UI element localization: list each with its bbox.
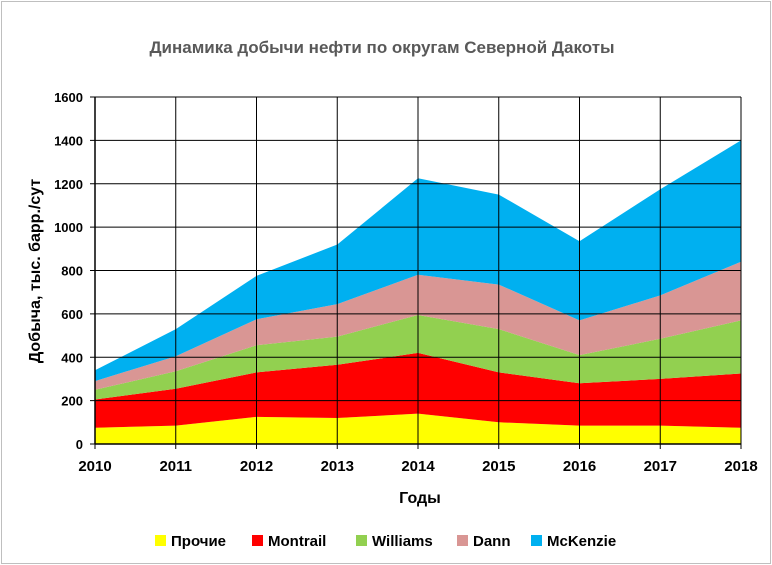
legend-swatch-2 (356, 535, 367, 546)
y-tick-label-1: 200 (61, 394, 83, 409)
legend: Прочие Montrail Williams Dann McKenzie (155, 533, 616, 550)
y-tick-label-8: 1600 (54, 90, 83, 105)
x-tick-label-0: 2010 (78, 458, 111, 475)
chart-title: Динамика добычи нефти по округам Северно… (149, 38, 614, 57)
y-tick-label-5: 1000 (54, 220, 83, 235)
x-tick-label-3: 2013 (321, 458, 354, 475)
x-axis-label: Годы (399, 490, 441, 507)
grid (95, 96, 742, 444)
x-tick-label-1: 2011 (159, 458, 192, 475)
x-tick-label-7: 2017 (644, 458, 677, 475)
y-tick-label-2: 400 (61, 350, 83, 365)
y-tick-label-7: 1400 (54, 133, 83, 148)
x-tick-label-8: 2018 (724, 458, 757, 475)
x-tick-labels: 2010 2011 2012 2013 2014 2015 2016 2017 2018 (78, 458, 757, 475)
y-tick-label-0: 0 (76, 437, 83, 452)
legend-swatch-3 (457, 535, 468, 546)
x-tick-label-2: 2012 (240, 458, 273, 475)
x-tick-label-6: 2016 (563, 458, 596, 475)
y-tick-label-6: 1200 (54, 177, 83, 192)
legend-swatch-1 (252, 535, 263, 546)
legend-label-2: Williams (372, 533, 433, 550)
legend-label-1: Montrail (268, 533, 326, 550)
legend-label-3: Dann (473, 533, 511, 550)
y-tick-label-4: 800 (61, 264, 83, 279)
legend-label-0: Прочие (171, 533, 226, 550)
x-tick-label-4: 2014 (401, 458, 435, 475)
y-axis-label: Добыча, тыс. барр./сут (27, 179, 44, 363)
axes (90, 96, 742, 449)
legend-swatch-4 (531, 535, 542, 546)
y-tick-label-3: 600 (61, 307, 83, 322)
y-tick-labels: 0 200 400 600 800 1000 1200 1400 1600 (54, 90, 83, 452)
legend-label-4: McKenzie (547, 533, 616, 550)
x-tick-label-5: 2015 (482, 458, 515, 475)
legend-swatch-0 (155, 535, 166, 546)
